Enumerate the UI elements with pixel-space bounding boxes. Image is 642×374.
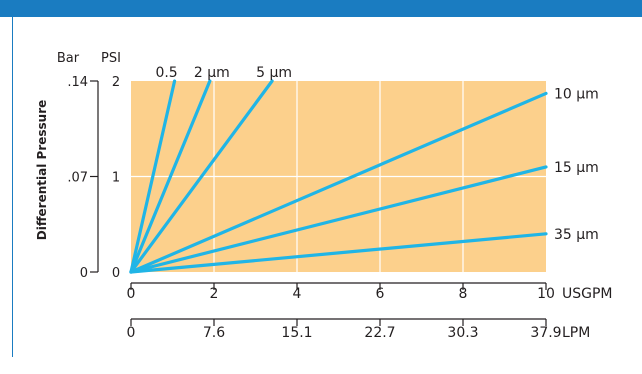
header-bar — [0, 0, 642, 17]
x-unit-usgpm: USGPM — [562, 286, 613, 302]
x-tick-label-lpm: 37.9 — [530, 325, 561, 341]
left-border-rule — [12, 17, 13, 357]
series-lines: 0.5 2 µm 5 µm 10 µm 15 µm 35 µm — [129, 65, 599, 274]
series-line — [129, 91, 548, 274]
y-tick-label-psi: 1 — [112, 171, 120, 186]
series-label: 2 µm — [194, 65, 230, 81]
x-tick-label-usgpm: 0 — [127, 286, 136, 302]
series-line — [129, 79, 212, 274]
series-label: 15 µm — [554, 160, 599, 176]
y-tick-label-bar: .14 — [67, 75, 88, 90]
x-unit-lpm: LPM — [562, 325, 590, 341]
x-tick-label-usgpm: 6 — [376, 286, 385, 302]
y-tick-label-bar: .07 — [67, 171, 88, 186]
x-tick-label-usgpm: 2 — [210, 286, 219, 302]
x-tick-label-lpm: 7.6 — [203, 325, 225, 341]
series-line — [129, 232, 548, 274]
series-label: 10 µm — [554, 86, 599, 102]
y-tick-label-psi: 0 — [112, 266, 120, 281]
x-tick-label-lpm: 15.1 — [281, 325, 312, 341]
y-unit-bar: Bar — [57, 51, 80, 66]
series-line — [129, 79, 274, 274]
series-label: 0.5 — [155, 65, 177, 81]
y-axis-title: Differential Pressure — [35, 100, 49, 241]
x-tick-label-usgpm: 10 — [537, 286, 555, 302]
y-tick-label-bar: 0 — [80, 266, 88, 281]
x-tick-label-usgpm: 4 — [293, 286, 302, 302]
y-unit-psi: PSI — [101, 51, 121, 66]
x-tick-label-lpm: 0 — [127, 325, 136, 341]
series-label: 5 µm — [256, 65, 292, 81]
y-tick-label-psi: 2 — [112, 75, 120, 90]
x-tick-label-lpm: 30.3 — [447, 325, 478, 341]
series-label: 35 µm — [554, 227, 599, 243]
x-tick-label-lpm: 22.7 — [364, 325, 395, 341]
series-line — [129, 79, 177, 274]
x-tick-label-usgpm: 8 — [459, 286, 468, 302]
series-line — [129, 165, 548, 274]
